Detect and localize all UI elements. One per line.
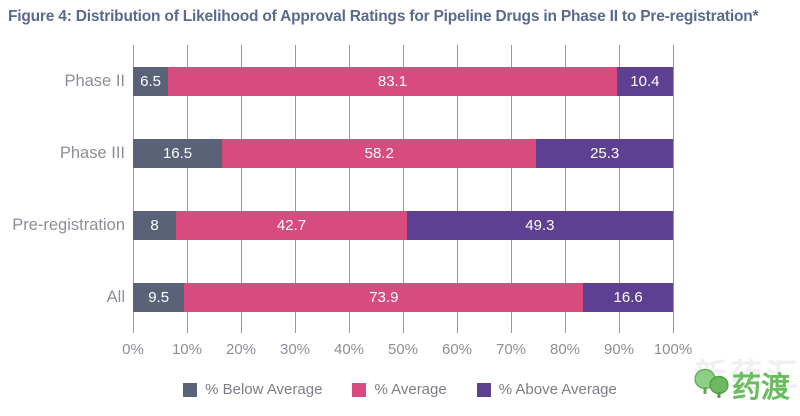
- x-axis-tick-labels: 0% 10% 20% 30% 40% 50% 60% 70% 80% 90% 100%: [122, 341, 692, 361]
- gridline: [241, 45, 242, 333]
- bar-segment: 6.5: [133, 66, 169, 96]
- stacked-bar: 6.5 83.1 10.4: [133, 66, 673, 96]
- legend-swatch: [476, 382, 491, 397]
- bar-segment: 9.5: [133, 282, 185, 312]
- category-labels: Phase II Phase III Pre-registration All: [0, 45, 125, 333]
- bar-value-label: 49.3: [525, 216, 555, 234]
- category-label: All: [106, 287, 125, 306]
- x-tick-label: 80%: [549, 341, 581, 358]
- legend-item: % Above Average: [476, 381, 617, 398]
- tree-logo-icon: [694, 366, 730, 405]
- bar-value-label: 8: [150, 216, 159, 234]
- x-tick-label: 70%: [495, 341, 527, 358]
- bar-value-label: 42.7: [276, 216, 307, 234]
- x-tick-label: 90%: [603, 341, 635, 358]
- category-label: Pre-registration: [12, 215, 125, 234]
- chart-title: Figure 4: Distribution of Likelihood of …: [8, 8, 759, 25]
- legend-label: % Above Average: [498, 381, 617, 398]
- bar-value-label: 16.5: [162, 144, 193, 162]
- gridline: [349, 45, 350, 333]
- x-tick-label: 30%: [279, 341, 311, 358]
- bar-row: 9.5 73.9 16.6: [133, 261, 673, 333]
- x-tick-label: 100%: [653, 341, 693, 358]
- legend-item: % Average: [352, 381, 447, 398]
- bar-segment: 42.7: [176, 210, 407, 240]
- watermark-brand-text: 药渡: [731, 372, 790, 404]
- bar-value-label: 16.6: [613, 288, 643, 306]
- bar-row: 8 42.7 49.3: [133, 189, 673, 261]
- stacked-bar: 9.5 73.9 16.6: [133, 282, 673, 312]
- x-tick-label: 20%: [225, 341, 257, 358]
- bar-row: 16.5 58.2 25.3: [133, 117, 673, 189]
- legend-label: % Average: [374, 381, 447, 398]
- category-label: Phase II: [64, 71, 125, 90]
- gridline: [673, 45, 674, 333]
- x-tick-label: 40%: [333, 341, 365, 358]
- bar-value-label: 10.4: [630, 72, 660, 90]
- bar-value-label: 58.2: [364, 144, 394, 162]
- bar-segment: 16.5: [133, 138, 223, 168]
- gridline: [565, 45, 566, 333]
- watermark-brand: 药渡: [694, 364, 790, 406]
- gridline: [619, 45, 620, 333]
- legend-swatch: [352, 382, 367, 397]
- stacked-bar: 8 42.7 49.3: [133, 210, 673, 240]
- bar-value-label: 6.5: [140, 72, 161, 90]
- gridline: [457, 45, 458, 333]
- stacked-bar: 16.5 58.2 25.3: [133, 138, 673, 168]
- bar-value-label: 73.9: [369, 288, 399, 306]
- gridline: [187, 45, 188, 333]
- bar-segment: 25.3: [536, 138, 673, 168]
- bar-value-label: 9.5: [148, 288, 170, 306]
- bar-segment: 16.6: [583, 282, 673, 312]
- x-tick-label: 60%: [441, 341, 473, 358]
- category-label: Phase III: [59, 143, 125, 162]
- gridline: [133, 45, 134, 333]
- legend-item: % Below Average: [183, 381, 322, 398]
- plot-area: 6.5 83.1 10.4 16.5 58.2 25.3 8 42.7 49.3 9.5 73.9 1…: [133, 45, 674, 333]
- bar-segment: 8: [133, 210, 177, 240]
- bar-segment: 73.9: [184, 282, 584, 312]
- bar-rows: 6.5 83.1 10.4 16.5 58.2 25.3 8 42.7 49.3 9.5 73.9 1…: [133, 45, 673, 333]
- bar-segment: 49.3: [406, 210, 673, 240]
- bar-segment: 83.1: [168, 66, 617, 96]
- bar-value-label: 83.1: [377, 72, 408, 90]
- bar-value-label: 25.3: [590, 144, 620, 162]
- watermark: 新药汇 药渡: [666, 354, 798, 412]
- bar-segment: 10.4: [616, 66, 673, 96]
- legend-swatch: [183, 382, 198, 397]
- gridline: [511, 45, 512, 333]
- bar-segment: 58.2: [222, 138, 537, 168]
- x-tick-label: 0%: [122, 341, 144, 358]
- legend-label: % Below Average: [205, 381, 323, 398]
- x-tick-label: 10%: [171, 341, 203, 358]
- gridline: [295, 45, 296, 333]
- x-tick-label: 50%: [387, 341, 419, 358]
- gridline: [403, 45, 404, 333]
- bar-row: 6.5 83.1 10.4: [133, 45, 673, 117]
- legend: % Below Average % Average % Above Average: [0, 381, 800, 398]
